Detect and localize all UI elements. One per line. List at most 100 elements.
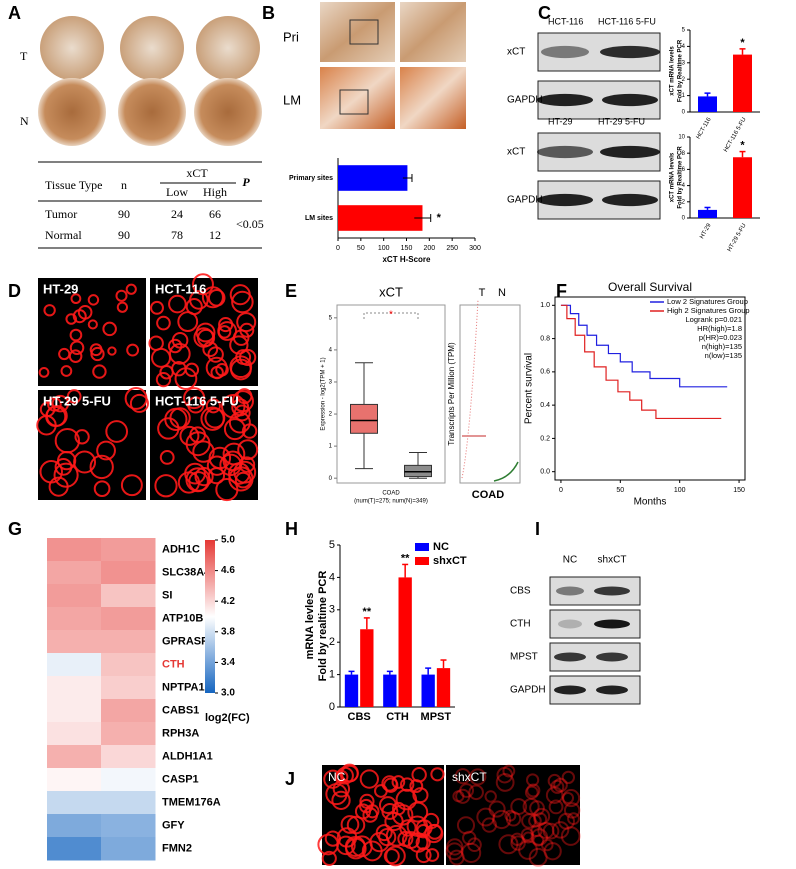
- cell: [155, 371, 172, 388]
- cell: [38, 367, 50, 378]
- axis-label: Transcripts Per Million (TPM): [447, 342, 456, 446]
- heatmap-cell: [47, 584, 102, 608]
- panel-label: F: [556, 281, 567, 301]
- cell: [336, 766, 354, 785]
- cell: [533, 807, 551, 825]
- x-tick-label: 0: [336, 245, 340, 252]
- cell: [159, 364, 174, 380]
- table-cell: 24: [171, 207, 183, 221]
- cell: [537, 821, 555, 840]
- ihc-image: [400, 67, 466, 129]
- row-label: ALDH1A1: [162, 750, 213, 762]
- cell: [238, 456, 256, 473]
- row-label: GAPDH: [507, 95, 543, 106]
- cell: [529, 800, 545, 816]
- annotation: *: [740, 37, 745, 49]
- image-label: shxCT: [452, 770, 487, 784]
- heatmap-cell: [47, 837, 102, 861]
- cell: [467, 837, 482, 853]
- y-tick-label: 3: [329, 380, 333, 386]
- row-label: TMEM176A: [162, 796, 221, 808]
- blot-band: [541, 45, 589, 59]
- bar: [733, 157, 752, 218]
- x-tick-label: 150: [733, 487, 745, 494]
- cell: [528, 847, 548, 867]
- cell: [518, 840, 538, 860]
- heatmap-cell: [47, 538, 102, 562]
- cell: [525, 773, 540, 787]
- tissue-core: [196, 16, 260, 80]
- cell: [543, 842, 562, 861]
- table-cell: 90: [118, 228, 130, 242]
- cell: [69, 328, 83, 342]
- table-cell: Tumor: [45, 207, 77, 221]
- blot-band: [602, 193, 658, 207]
- blot-band: [600, 145, 660, 159]
- y-tick-label: 5: [329, 539, 335, 551]
- heatmap-cell: [47, 745, 102, 769]
- table-header: xCT: [186, 166, 208, 180]
- x-axis-label: COAD: [382, 491, 400, 497]
- annotation: *: [740, 139, 745, 151]
- fluor-image: [446, 765, 580, 865]
- cell: [520, 827, 535, 842]
- bar: [698, 96, 717, 112]
- chart-title: xCT: [379, 284, 403, 299]
- annotation: **: [401, 552, 410, 564]
- cell: [74, 429, 90, 445]
- cell: [228, 411, 251, 434]
- cell: [215, 478, 239, 502]
- table-cell: 12: [209, 228, 221, 242]
- cell: [53, 462, 79, 488]
- y-axis-label: xCT mRNA levels: [670, 46, 676, 96]
- cell: [526, 783, 541, 798]
- group-label: T: [479, 287, 486, 299]
- heatmap-cell: [101, 653, 156, 677]
- y-tick-label: 4: [329, 571, 335, 583]
- blot-band: [596, 685, 628, 695]
- cell: [206, 455, 228, 476]
- y-axis-label: xCT mRNA levels: [670, 152, 676, 202]
- bar: [344, 674, 359, 707]
- y-tick-label: 0.2: [540, 435, 550, 442]
- cell: [510, 832, 524, 847]
- cell: [321, 850, 337, 867]
- cell: [239, 322, 255, 338]
- zoom-box: [339, 89, 369, 115]
- lane-label: HCT-116: [548, 16, 583, 26]
- cell: [469, 768, 487, 786]
- cell: [331, 790, 351, 810]
- heatmap-cell: [47, 676, 102, 700]
- x-tick-label: 100: [378, 245, 390, 252]
- cell: [452, 790, 465, 803]
- lane-label: NC: [563, 555, 577, 566]
- y-tick-label: 0.0: [540, 469, 550, 476]
- cell: [567, 812, 580, 826]
- cell: [391, 775, 406, 789]
- cell: [73, 450, 97, 474]
- heatmap-cell: [47, 768, 102, 792]
- cell: [416, 824, 431, 839]
- y-tick-label: 0: [329, 476, 333, 482]
- y-tick-label: 1: [682, 93, 686, 99]
- y-tick-label: 8: [682, 151, 686, 157]
- image-label: HT-29: [43, 281, 78, 296]
- cell: [530, 824, 543, 838]
- cell: [484, 790, 497, 803]
- cell: [557, 812, 575, 830]
- table-cell: 66: [209, 207, 221, 221]
- row-label: CTH: [162, 658, 185, 670]
- blot-band: [537, 145, 593, 159]
- tissue-core: [40, 16, 104, 80]
- cell: [156, 315, 171, 331]
- cell: [530, 828, 549, 846]
- panel-label: D: [8, 281, 21, 301]
- cell: [237, 439, 259, 461]
- cell: [115, 289, 128, 302]
- ihc-image: [400, 2, 466, 62]
- tissue-core: [120, 16, 184, 80]
- cell: [411, 767, 427, 783]
- x-axis-subtitle: (num(T)=275; num(N)=349): [354, 499, 428, 505]
- y-tick-label: 4: [682, 44, 686, 50]
